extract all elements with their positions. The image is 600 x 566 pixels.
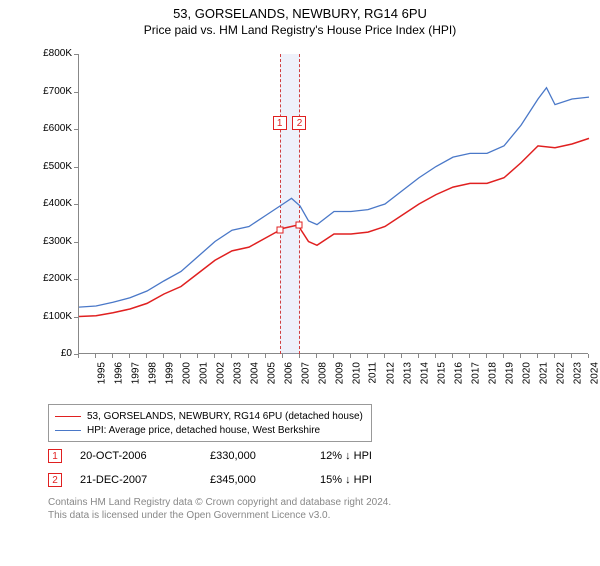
- y-tick-label: £600K: [32, 123, 72, 134]
- x-tick-label: 2015: [436, 362, 447, 384]
- x-tick-label: 2010: [351, 362, 362, 384]
- footer-line: This data is licensed under the Open Gov…: [48, 509, 391, 522]
- legend-label: 53, GORSELANDS, NEWBURY, RG14 6PU (detac…: [87, 411, 363, 422]
- plot-area: 12: [78, 54, 588, 354]
- x-tick-label: 2001: [198, 362, 209, 384]
- y-tick-label: £300K: [32, 236, 72, 247]
- x-tick-label: 2016: [453, 362, 464, 384]
- x-tick-label: 2018: [487, 362, 498, 384]
- chart-lines: [79, 54, 589, 354]
- x-tick-label: 2012: [385, 362, 396, 384]
- transaction-price: £345,000: [210, 474, 320, 486]
- marker-label-box: 1: [273, 116, 287, 130]
- x-tick-label: 2007: [300, 362, 311, 384]
- legend-item-hpi: HPI: Average price, detached house, West…: [55, 423, 365, 437]
- data-point-marker: [296, 221, 303, 228]
- table-row: 2 21-DEC-2007 £345,000 15% ↓ HPI: [48, 468, 430, 492]
- x-tick-label: 1997: [130, 362, 141, 384]
- y-tick-label: £400K: [32, 198, 72, 209]
- y-tick-label: £0: [32, 348, 72, 359]
- x-tick-label: 1995: [96, 362, 107, 384]
- transaction-price: £330,000: [210, 450, 320, 462]
- transaction-marker: 2: [48, 473, 62, 487]
- x-tick-label: 2017: [470, 362, 481, 384]
- table-row: 1 20-OCT-2006 £330,000 12% ↓ HPI: [48, 444, 430, 468]
- page-subtitle: Price paid vs. HM Land Registry's House …: [0, 23, 600, 37]
- transactions-table: 1 20-OCT-2006 £330,000 12% ↓ HPI 2 21-DE…: [48, 444, 430, 492]
- x-tick-label: 2003: [232, 362, 243, 384]
- x-tick-label: 2008: [317, 362, 328, 384]
- transaction-diff: 12% ↓ HPI: [320, 450, 430, 462]
- x-tick-label: 1998: [147, 362, 158, 384]
- y-tick-label: £800K: [32, 48, 72, 59]
- legend-label: HPI: Average price, detached house, West…: [87, 425, 320, 436]
- x-tick-label: 2005: [266, 362, 277, 384]
- transaction-marker: 1: [48, 449, 62, 463]
- x-tick-label: 2009: [334, 362, 345, 384]
- transaction-diff: 15% ↓ HPI: [320, 474, 430, 486]
- x-tick-label: 2014: [419, 362, 430, 384]
- y-tick-label: £500K: [32, 161, 72, 172]
- x-tick-label: 2002: [215, 362, 226, 384]
- series-line: [79, 88, 589, 307]
- legend-swatch: [55, 416, 81, 417]
- footer-attribution: Contains HM Land Registry data © Crown c…: [48, 496, 391, 522]
- marker-label-box: 2: [292, 116, 306, 130]
- x-tick-label: 2022: [555, 362, 566, 384]
- x-tick-label: 1996: [113, 362, 124, 384]
- x-tick-label: 2004: [249, 362, 260, 384]
- x-tick-label: 1999: [164, 362, 175, 384]
- data-point-marker: [276, 227, 283, 234]
- y-tick-label: £200K: [32, 273, 72, 284]
- footer-line: Contains HM Land Registry data © Crown c…: [48, 496, 391, 509]
- price-chart: 12 £0 £100K £200K £300K £400K £500K £600K £700K…: [30, 54, 590, 394]
- legend: 53, GORSELANDS, NEWBURY, RG14 6PU (detac…: [48, 404, 372, 442]
- y-tick-label: £700K: [32, 86, 72, 97]
- x-tick-label: 2011: [368, 362, 379, 384]
- x-tick-label: 2000: [181, 362, 192, 384]
- series-line: [79, 138, 589, 316]
- x-tick-label: 2021: [538, 362, 549, 384]
- x-tick-label: 2023: [572, 362, 583, 384]
- transaction-date: 20-OCT-2006: [80, 450, 210, 462]
- x-tick-label: 2020: [521, 362, 532, 384]
- legend-swatch: [55, 430, 81, 431]
- x-tick-label: 2013: [402, 362, 413, 384]
- y-tick-label: £100K: [32, 311, 72, 322]
- transaction-date: 21-DEC-2007: [80, 474, 210, 486]
- legend-item-property: 53, GORSELANDS, NEWBURY, RG14 6PU (detac…: [55, 409, 365, 423]
- x-tick-label: 2019: [504, 362, 515, 384]
- x-tick-label: 2006: [283, 362, 294, 384]
- x-tick-label: 2024: [589, 362, 600, 384]
- page-title: 53, GORSELANDS, NEWBURY, RG14 6PU: [0, 6, 600, 21]
